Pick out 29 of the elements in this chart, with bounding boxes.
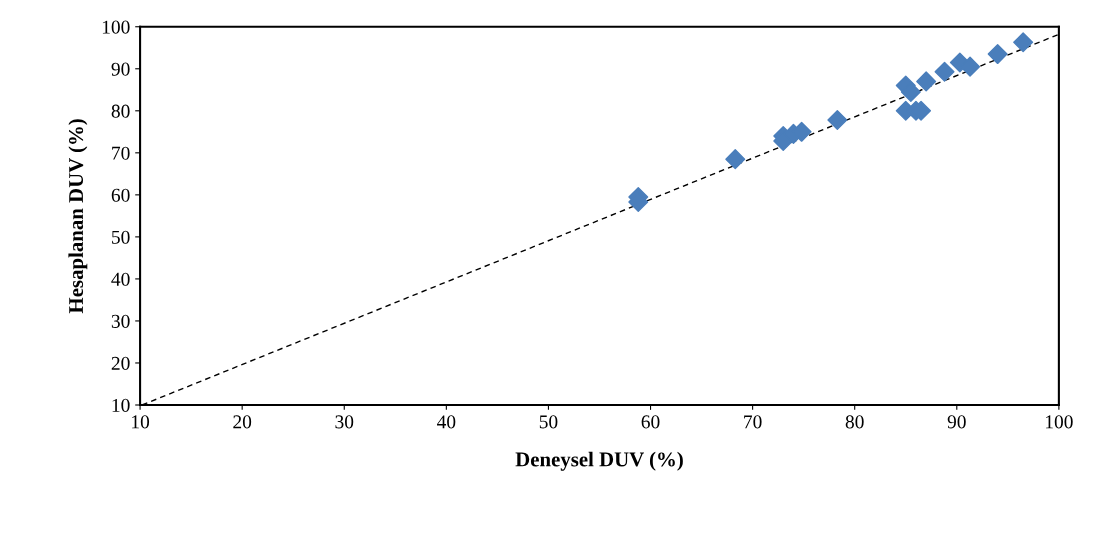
y-tick-label: 70 (112, 146, 130, 160)
x-tick-label: 10 (132, 415, 150, 429)
x-tick-label: 90 (947, 415, 966, 429)
y-tick-label: 20 (111, 356, 130, 370)
x-tick-label: 100 (1046, 415, 1073, 429)
y-tick-label: 10 (112, 398, 130, 412)
x-tick-label: 60 (641, 415, 660, 429)
point (960, 56, 981, 77)
y-axis-title: Hesaplanan DUV (%) (68, 119, 88, 314)
point (934, 61, 955, 82)
point (987, 44, 1008, 65)
point (827, 110, 848, 131)
x-tick-label: 40 (437, 415, 456, 429)
x-tick-label: 70 (744, 415, 762, 429)
x-tick-label: 50 (539, 415, 558, 429)
point (916, 71, 937, 92)
y-tick-label: 30 (111, 314, 130, 328)
y-tick-label: 80 (111, 104, 130, 118)
y-tick-label: 40 (111, 272, 130, 286)
x-tick-label: 20 (233, 415, 252, 429)
point (725, 149, 746, 170)
y-tick-label: 50 (112, 230, 130, 244)
y-tick-label: 100 (102, 20, 130, 34)
x-tick-label: 30 (335, 415, 354, 429)
x-tick-label: 80 (845, 415, 864, 429)
x-axis-title: Deneysel DUV (%) (515, 451, 683, 471)
y-tick-label: 90 (111, 62, 130, 76)
point (1013, 32, 1034, 53)
y-tick-label: 60 (111, 188, 130, 202)
